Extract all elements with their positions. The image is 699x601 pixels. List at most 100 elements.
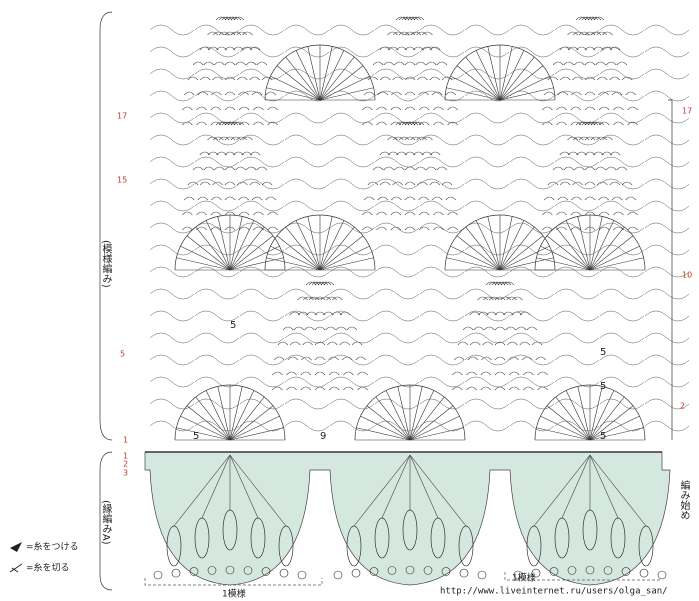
stitch: [380, 76, 391, 81]
stitch: [362, 226, 373, 231]
stitch: [509, 134, 555, 146]
stitch: [419, 376, 465, 388]
stitch: [464, 46, 510, 58]
stitch: [598, 226, 610, 231]
stitch: [374, 178, 420, 190]
stitch: [215, 121, 227, 126]
stitch: [194, 112, 240, 124]
stitch: [554, 156, 600, 168]
stitch: [205, 390, 231, 441]
stitch: [475, 220, 501, 271]
stitch: [480, 386, 492, 391]
stitch: [235, 61, 246, 66]
stitch: [441, 181, 453, 186]
stitch: [236, 31, 247, 36]
stitch: [418, 106, 430, 111]
stitch: [554, 200, 600, 212]
repeat-bracket: [144, 572, 660, 586]
stitch: [554, 68, 600, 80]
stitch: [563, 61, 574, 66]
stitch: [585, 565, 595, 575]
stitch-count: 9: [320, 431, 326, 442]
stitch: [286, 371, 297, 376]
stitch: [657, 570, 667, 580]
row-label: 17: [682, 107, 692, 116]
stitch: [217, 216, 231, 271]
stitch: [464, 420, 510, 432]
stitch: [584, 61, 596, 66]
stitch: [445, 196, 456, 201]
stitch: [336, 326, 347, 331]
stitch: [149, 46, 195, 58]
stitch: [357, 371, 368, 376]
stitch: [323, 281, 335, 286]
stitch: [447, 106, 458, 111]
stitch: [599, 244, 645, 256]
stitch: [444, 44, 556, 101]
stitch: [567, 566, 577, 575]
stitch: [194, 310, 240, 322]
stitch: [561, 454, 591, 519]
stitch: [166, 525, 182, 567]
stitch: [509, 24, 555, 36]
stitch: [374, 90, 420, 102]
stitch: [194, 244, 240, 256]
stitch: [599, 332, 645, 344]
stitch: [606, 61, 617, 66]
stitch: [644, 90, 690, 102]
stitch: [534, 214, 646, 271]
stitch: [499, 75, 550, 101]
stitch: [374, 266, 420, 278]
stitch: [584, 16, 596, 21]
stitch: [533, 454, 591, 527]
stitch: [452, 386, 463, 391]
stitch: [409, 427, 464, 441]
stitch: [404, 31, 416, 36]
stitch: [589, 220, 615, 271]
stitch: [253, 211, 264, 216]
stitch: [589, 454, 619, 519]
stitch: [174, 384, 286, 441]
stitch: [149, 354, 195, 366]
stitch: [547, 181, 559, 186]
stitch: [238, 121, 250, 126]
stitch: [464, 266, 510, 278]
stitch: [194, 90, 240, 102]
stitch: [523, 386, 534, 391]
stitch: [392, 76, 403, 81]
stitch: [329, 222, 375, 234]
stitch: [464, 398, 510, 410]
stitch: [431, 196, 443, 201]
stitch: [481, 356, 492, 361]
stitch: [599, 310, 645, 322]
stitch: [149, 200, 195, 212]
stitch: [381, 454, 411, 519]
stitch: [509, 222, 555, 234]
stitch: [464, 376, 510, 388]
row-label: 17: [117, 112, 127, 121]
stitch: [239, 156, 285, 168]
stitch: [577, 216, 591, 271]
stitch: [229, 405, 274, 441]
stitch: [419, 266, 465, 278]
stitch: [509, 178, 555, 190]
stitch: [404, 136, 416, 141]
stitch: [447, 121, 458, 126]
stitch: [182, 106, 193, 111]
stitch: [176, 257, 231, 271]
stitch: [419, 244, 465, 256]
stitch: [409, 396, 445, 441]
stitch: [284, 332, 330, 344]
stitch: [465, 226, 501, 271]
stitch: [419, 332, 465, 344]
stitch: [270, 245, 321, 271]
stitch: [547, 76, 559, 81]
stitch: [229, 216, 243, 271]
stitch: [554, 288, 600, 300]
stitch: [621, 181, 633, 186]
stitch: [325, 326, 336, 331]
stitch: [264, 44, 376, 101]
stitch: [464, 310, 510, 322]
stitch: [494, 296, 506, 301]
stitch: [627, 226, 638, 231]
